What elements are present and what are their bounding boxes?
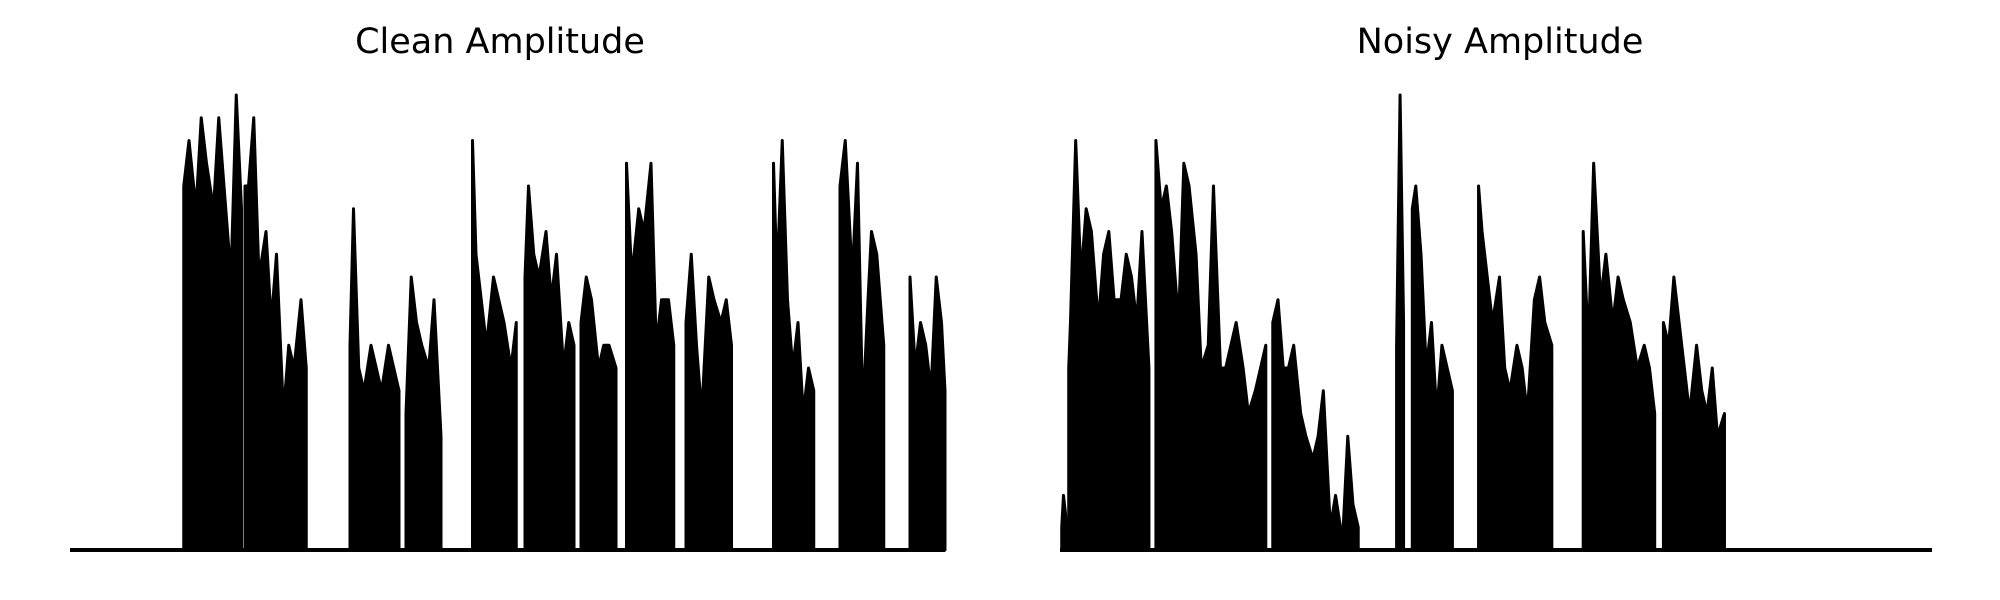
- amplitude-burst-2: [348, 207, 401, 552]
- clean-amplitude-plot: [70, 93, 947, 552]
- noisy-amplitude-panel: Noisy Amplitude: [1000, 0, 2000, 600]
- amplitude-burst-3: [404, 275, 443, 552]
- amplitude-burst-6: [1477, 184, 1554, 552]
- noisy-amplitude-plot: [1060, 93, 1932, 552]
- amplitude-burst-7: [1581, 161, 1657, 552]
- amplitude-burst-1: [1067, 139, 1151, 552]
- amplitude-burst-5: [1410, 184, 1454, 552]
- amplitude-burst-7: [625, 161, 676, 552]
- amplitude-burst-4: [471, 139, 518, 552]
- amplitude-burst-2: [1154, 139, 1268, 552]
- amplitude-burst-8: [1661, 275, 1726, 552]
- amplitude-burst-5: [523, 184, 576, 552]
- chart-title: Noisy Amplitude: [1356, 22, 1644, 62]
- amplitude-burst-0: [1060, 493, 1069, 552]
- amplitude-burst-1: [243, 116, 308, 552]
- amplitude-burst-4: [1395, 93, 1406, 552]
- amplitude-burst-6: [579, 275, 618, 552]
- amplitude-burst-8: [684, 252, 733, 552]
- amplitude-burst-3: [1271, 298, 1360, 552]
- amplitude-burst-11: [908, 275, 947, 552]
- chart-title: Clean Amplitude: [355, 22, 645, 62]
- clean-amplitude-panel: Clean Amplitude: [70, 22, 947, 552]
- amplitude-burst-10: [838, 139, 886, 552]
- amplitude-burst-9: [772, 139, 816, 552]
- amplitude-burst-0: [182, 93, 243, 552]
